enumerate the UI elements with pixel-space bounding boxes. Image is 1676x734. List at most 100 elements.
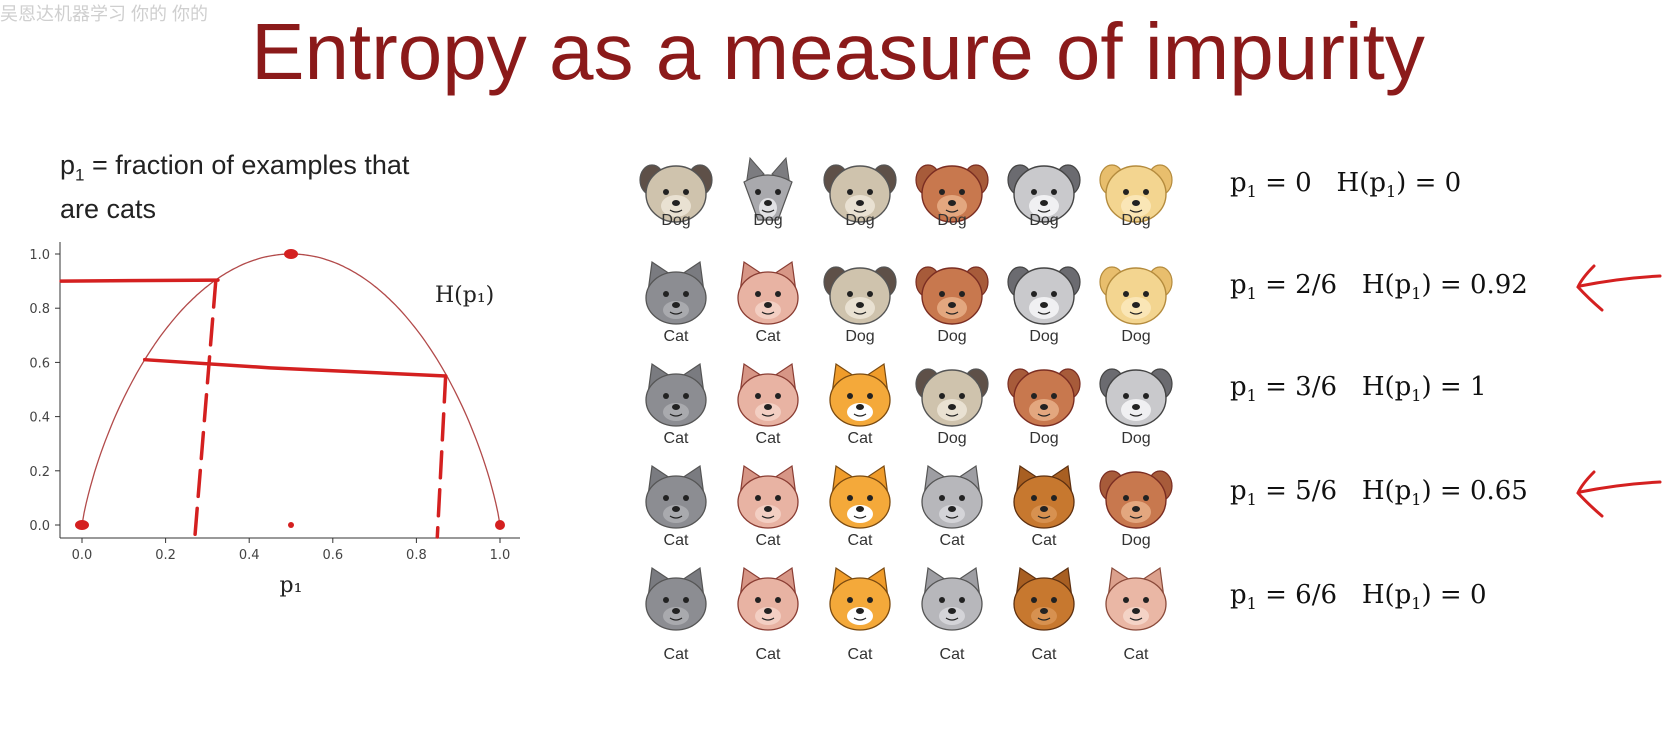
- definition-line1: = fraction of examples that: [84, 150, 410, 180]
- eq-h-value: 0: [1469, 580, 1487, 610]
- eq-p-subscript: 1: [1246, 284, 1257, 304]
- animal-card: Dog: [1094, 354, 1178, 454]
- animal-label: Dog: [937, 212, 967, 229]
- pug-icon: [823, 164, 897, 223]
- eq-h-suffix: ) =: [1421, 476, 1470, 506]
- animal-label: Dog: [845, 328, 875, 345]
- definition-subscript: 1: [75, 165, 85, 185]
- eq-h-subscript: 1: [1411, 594, 1422, 614]
- animal-label: Dog: [1121, 532, 1151, 549]
- grey-cat-icon: [645, 464, 707, 529]
- annotation-dash-2: [435, 374, 448, 539]
- eq-p-subscript: 1: [1246, 490, 1257, 510]
- eq-h-prefix: H(p: [1361, 580, 1412, 610]
- animal-label: Dog: [1029, 430, 1059, 447]
- animal-label: Cat: [663, 328, 689, 345]
- animal-card: Dog: [1094, 252, 1178, 352]
- annotation-point: [495, 520, 505, 530]
- eq-h-prefix: H(p: [1336, 168, 1386, 198]
- grey-cat-icon: [645, 260, 707, 325]
- grey-cat-icon: [645, 566, 707, 631]
- animal-card: Cat: [634, 558, 718, 663]
- animal-label: Dog: [753, 212, 783, 229]
- pug-icon: [823, 266, 897, 325]
- orange-cat-icon: [829, 566, 891, 631]
- animal-label: Cat: [1123, 646, 1149, 663]
- eq-p-value: 6/6: [1295, 580, 1338, 610]
- animal-label: Cat: [663, 430, 689, 447]
- animal-card: Cat: [634, 354, 718, 454]
- slide-title: Entropy as a measure of impurity: [251, 7, 1425, 96]
- x-axis-label: p₁: [280, 573, 303, 598]
- animal-card: Cat: [910, 558, 994, 663]
- animal-card: Dog: [1094, 456, 1178, 556]
- animal-card: Dog: [910, 252, 994, 352]
- eq-h-suffix: ) =: [1421, 580, 1470, 610]
- tan-cat-icon: [1105, 566, 1167, 631]
- equation-row: p1 = 3/6 H(p1) = 1: [1230, 372, 1486, 405]
- eq-p-subscript: 1: [1246, 386, 1257, 406]
- eq-h-subscript: 1: [1411, 284, 1422, 304]
- curve-label: H(p₁): [435, 283, 494, 308]
- yellow-dog-icon: [1099, 164, 1173, 223]
- animal-label: Dog: [1121, 212, 1151, 229]
- eq-spacer: [1337, 270, 1362, 300]
- animal-card: Cat: [910, 456, 994, 556]
- y-tick-label: 0.0: [29, 519, 50, 534]
- eq-p-value: 5/6: [1295, 476, 1338, 506]
- eq-h-value: 0.65: [1469, 476, 1528, 506]
- brown-cat-icon: [1013, 464, 1075, 529]
- pink-cat-icon: [737, 260, 799, 325]
- annotation-dash-1: [193, 279, 218, 539]
- x-tick-label: 0.4: [239, 548, 260, 563]
- eq-p-value: 2/6: [1295, 270, 1338, 300]
- eq-equals: =: [1256, 372, 1296, 402]
- eq-spacer: [1337, 372, 1362, 402]
- animal-label: Cat: [755, 430, 781, 447]
- y-tick-label: 0.8: [29, 302, 50, 317]
- pink-cat-icon: [737, 464, 799, 529]
- x-tick-label: 0.2: [155, 548, 176, 563]
- animal-card: Cat: [818, 558, 902, 663]
- pink-cat-icon: [737, 566, 799, 631]
- animal-label: Dog: [937, 430, 967, 447]
- eq-h-suffix: ) =: [1421, 270, 1470, 300]
- silver-cat-icon: [921, 566, 983, 631]
- animal-card: Dog: [1002, 354, 1086, 454]
- animal-card: Cat: [818, 354, 902, 454]
- pug-icon: [639, 164, 713, 223]
- orange-cat-icon: [829, 362, 891, 427]
- animal-card: Cat: [1094, 558, 1178, 663]
- eq-p-subscript: 1: [1246, 182, 1257, 202]
- animal-label: Cat: [1031, 646, 1057, 663]
- animal-label: Dog: [937, 328, 967, 345]
- animal-label: Cat: [939, 646, 965, 663]
- animal-card: Dog: [1002, 252, 1086, 352]
- pug-icon: [915, 368, 989, 427]
- animal-label: Cat: [663, 532, 689, 549]
- silver-cat-icon: [921, 464, 983, 529]
- animal-card: Dog: [1094, 150, 1178, 250]
- grey-dog-icon: [1007, 164, 1081, 223]
- y-tick-label: 1.0: [29, 248, 50, 263]
- annotation-point: [75, 520, 89, 530]
- animal-card: Cat: [726, 558, 810, 663]
- brown-dog-icon: [915, 164, 989, 223]
- animal-label: Dog: [1029, 212, 1059, 229]
- annotation-line-09: [59, 278, 220, 283]
- watermark: 吴恩达机器学习 你的 你的: [0, 4, 209, 24]
- equation-row: p1 = 0 H(p1) = 0: [1230, 168, 1461, 201]
- animal-label: Cat: [847, 430, 873, 447]
- animal-label: Dog: [845, 212, 875, 229]
- eq-spacer: [1337, 580, 1362, 610]
- eq-p-value: 3/6: [1295, 372, 1338, 402]
- brown-dog-icon: [915, 266, 989, 325]
- eq-h-subscript: 1: [1385, 182, 1397, 202]
- animal-card: Cat: [726, 252, 810, 352]
- animal-label: Cat: [755, 328, 781, 345]
- animal-card: Dog: [910, 150, 994, 250]
- eq-h-prefix: H(p: [1361, 372, 1412, 402]
- husky-icon: [743, 156, 793, 221]
- animal-card: Dog: [910, 354, 994, 454]
- x-tick-label: 0.8: [406, 548, 427, 563]
